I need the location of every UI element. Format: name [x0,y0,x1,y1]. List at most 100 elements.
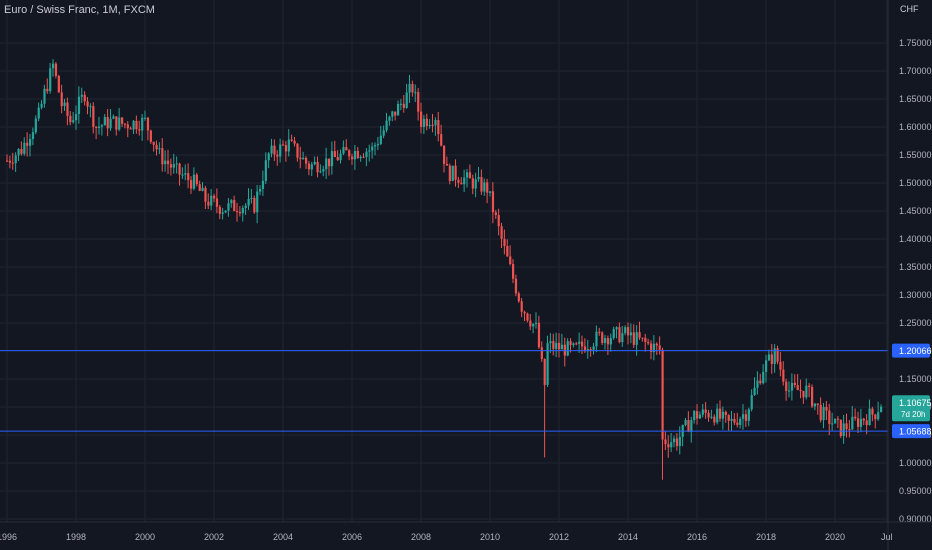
candle-body [828,410,831,424]
candle-body [445,163,449,166]
price-tick-label: 1.70000 [899,66,932,76]
candle-body [874,414,877,420]
candle-body [172,164,175,168]
candle-body [284,145,288,152]
candle-body [353,150,357,160]
candle-body [693,411,696,421]
horizontal-levels[interactable] [0,350,888,432]
candle-body [489,191,492,193]
candle-body [767,354,771,361]
candle-body [569,341,572,346]
candle-body [215,198,219,207]
candle-body [132,120,135,130]
candle-body [759,380,762,384]
candle-body [428,124,431,127]
candle-body [862,418,865,421]
time-tick-label: 2006 [342,532,362,542]
candle-body [328,158,331,167]
candle-body [336,157,339,161]
candle-body [655,343,658,346]
candle-body [621,333,624,343]
candle-body [543,359,546,385]
candle-body [512,264,515,279]
candle-body [89,106,92,108]
candle-body [138,129,141,131]
candle-body [411,83,414,93]
candle-body [368,150,371,152]
candle-body [730,418,733,421]
candle-body [23,142,26,154]
candle-body [129,128,132,130]
candle-body [397,104,400,116]
candle-body [549,341,552,344]
candle-body [422,118,426,127]
candle-body [854,416,857,419]
price-tick-label: 1.65000 [899,94,932,104]
time-tick-label: 2004 [273,532,293,542]
candle-body [526,313,529,321]
candle-body [376,143,380,146]
candle-body [615,327,618,330]
candle-body [716,408,719,423]
candle-body [238,212,242,214]
symbol-title[interactable]: Euro / Swiss Franc, 1M, FXCM [4,4,155,16]
currency-label[interactable]: CHF [900,4,919,14]
candle-body [494,212,497,216]
candle-body [204,187,207,202]
candle-body [514,278,518,294]
candle-body [532,323,535,327]
candle-body [598,331,601,333]
candle-body [319,171,322,173]
candle-body [264,160,267,181]
candle-body [509,256,512,265]
price-tick-label: 1.50000 [899,178,932,188]
candle-body [443,145,446,164]
time-tick-label: 2002 [204,532,224,542]
candle-body [43,88,46,104]
time-tick-label: 2000 [135,532,155,542]
candle-body [11,162,14,164]
candle-body [463,177,466,185]
candle-body [83,94,86,102]
candle-body [69,115,72,123]
candle-body [6,160,9,162]
candle-body [733,418,736,423]
candle-body [558,342,561,350]
candle-body [762,371,765,384]
candle-body [595,331,598,347]
candle-body [305,157,308,164]
candle-body [506,245,509,257]
current-price-label: 1.10675 [899,398,932,408]
candle-body [460,182,463,185]
candle-body [66,102,69,116]
candle-body [742,414,745,419]
candle-body [287,139,290,152]
time-tick-label: Jul [881,532,893,542]
candle-body [765,360,768,372]
price-axis[interactable]: 1.75000 1.70000 1.65000 1.60000 1.55000 1.500… [887,0,932,550]
time-tick-label: 2012 [549,532,569,542]
candle-body [29,138,32,146]
price-tick-label: 1.30000 [899,290,932,300]
candle-body [339,153,342,161]
candle-body [149,130,152,142]
candle-body [842,423,845,437]
time-tick-label: 1996 [0,532,17,542]
price-tick-label: 1.25000 [899,318,932,328]
candle-body [417,92,420,112]
candle-body [17,148,20,156]
candle-body [813,403,817,407]
candle-body [782,369,785,382]
candle-body [141,117,144,131]
candle-body [388,116,391,121]
candle-body [230,200,233,204]
candle-body [227,203,230,211]
candle-body [399,103,403,105]
candle-body [736,422,739,425]
candle-body [60,92,63,107]
candle-body [517,293,520,302]
candle-body [316,161,319,173]
candle-body [796,385,799,391]
time-axis[interactable]: 1996 1998 2000 2002 2004 2006 2008 2010 2012 2014… [0,521,932,542]
